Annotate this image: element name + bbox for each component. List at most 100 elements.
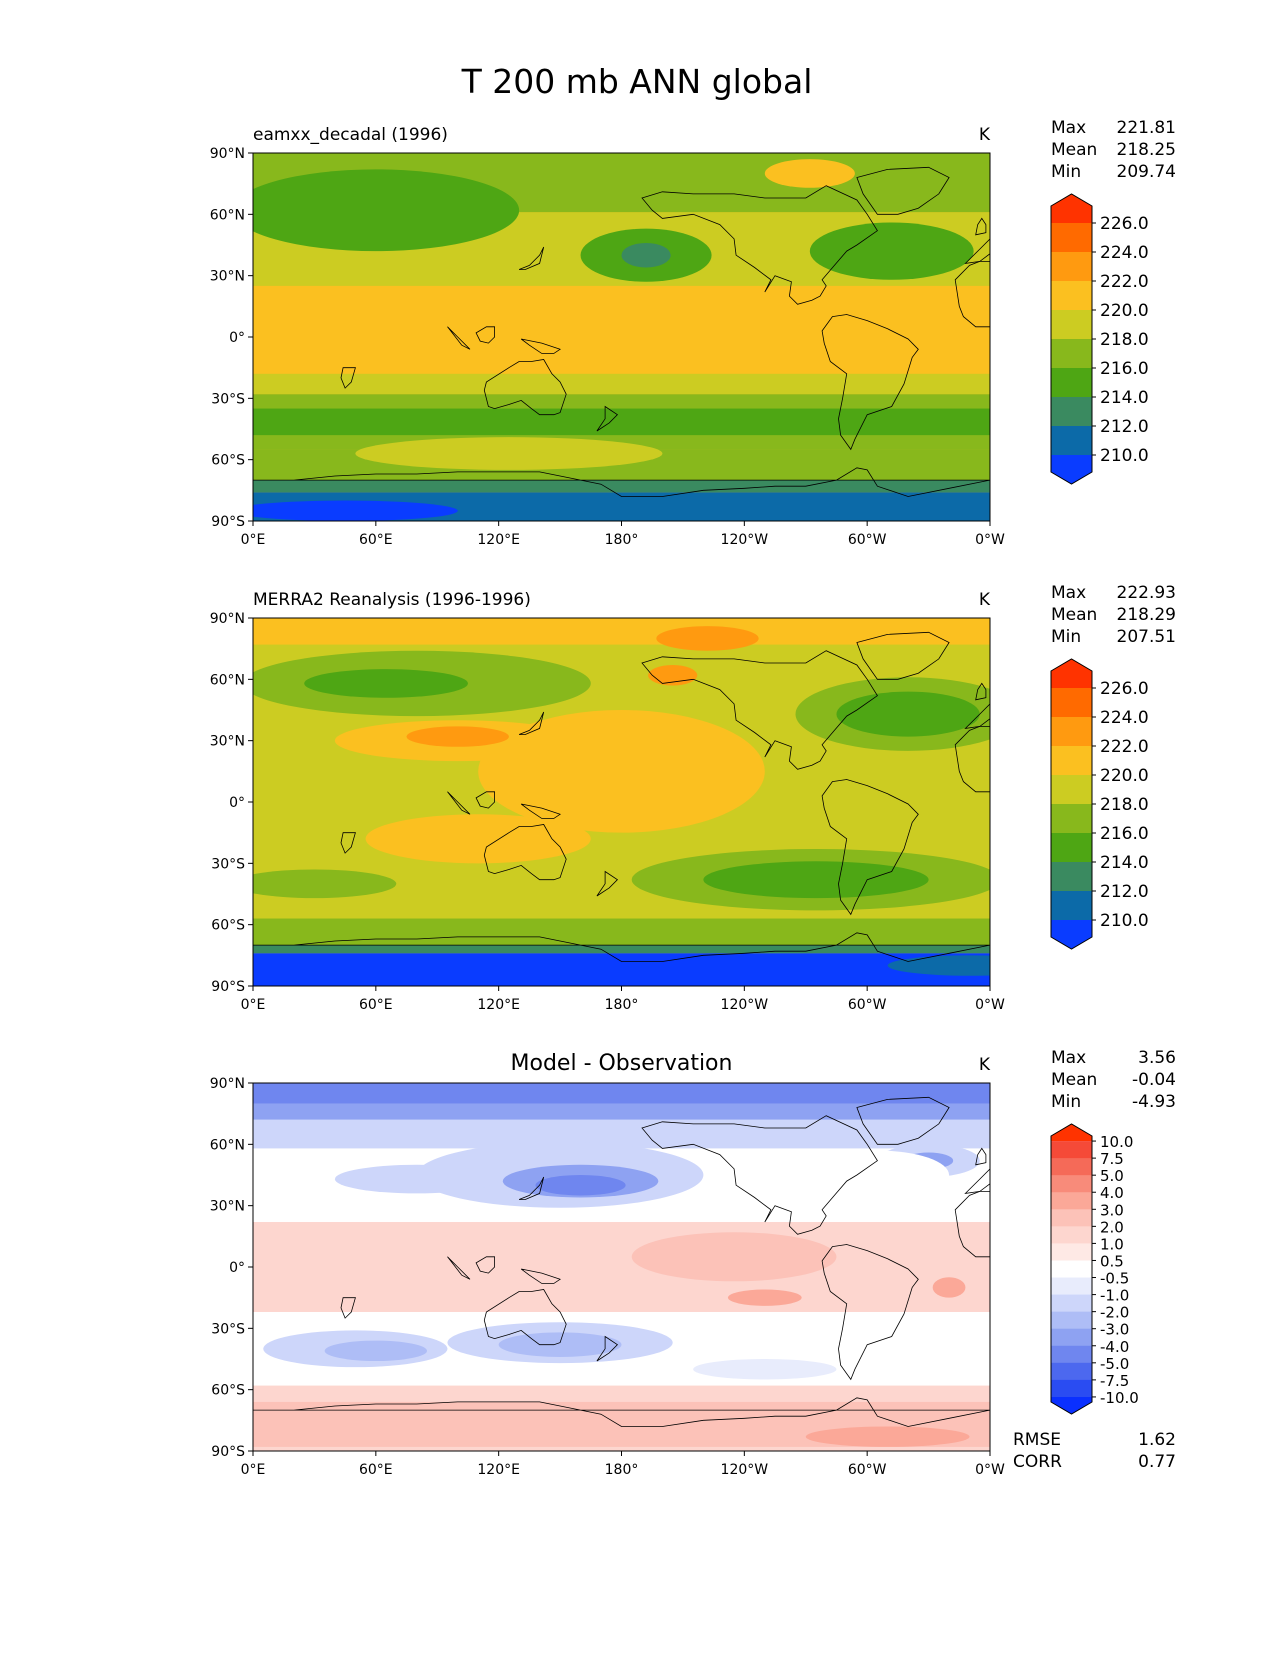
contour-region xyxy=(631,1232,837,1282)
coastline xyxy=(253,932,990,962)
colorbar-outline xyxy=(1050,193,1093,485)
contour-region xyxy=(693,1359,837,1380)
colorbar-label: 214.0 xyxy=(1100,388,1149,408)
colorbar-label: 7.5 xyxy=(1100,1150,1124,1168)
stat-value: 221.81 xyxy=(1117,118,1176,138)
coastline xyxy=(975,217,987,236)
lon-tick-label: 120°W xyxy=(721,997,769,1013)
colorbar: 226.0 224.0 222.0 220.0 218.0 216.0 214.0 212.0… xyxy=(1050,658,1149,950)
colorbar-swatch xyxy=(1051,891,1092,921)
colorbar-swatch xyxy=(1051,833,1092,863)
colorbar-label: 1.0 xyxy=(1100,1235,1124,1253)
contour-region xyxy=(535,1175,626,1196)
lon-tick-label: 120°E xyxy=(477,532,520,548)
colorbar-swatch xyxy=(1051,1141,1092,1159)
coastline xyxy=(483,359,567,416)
coastline xyxy=(518,246,545,270)
colorbar-swatch xyxy=(1051,1260,1092,1279)
lat-tick-label: 90°N xyxy=(210,146,245,162)
colorbar-swatch xyxy=(1051,1328,1092,1347)
lat-tick-label: 30°N xyxy=(210,1199,245,1215)
contour-band xyxy=(253,408,990,436)
coastline xyxy=(641,650,878,770)
colorbar: 226.0 224.0 222.0 220.0 218.0 216.0 214.0 212.0… xyxy=(1050,193,1149,485)
lat-tick-label: 60°N xyxy=(210,672,245,688)
colorbar-label: -1.0 xyxy=(1100,1287,1129,1305)
stat-label: Max xyxy=(1051,583,1086,603)
colorbar-swatch xyxy=(1051,1294,1092,1313)
lon-tick-label: 120°E xyxy=(477,997,520,1013)
units-label: K xyxy=(979,125,991,145)
contour-region xyxy=(406,726,509,747)
colorbar-label: -3.0 xyxy=(1100,1321,1129,1339)
colorbar-swatch xyxy=(1051,1311,1092,1330)
lat-tick-label: 0° xyxy=(229,795,245,811)
colorbar-label: -7.5 xyxy=(1100,1372,1129,1390)
panel-1: 90°N 60°N 30°N 0° 30°S 60°S 90°S 0°E 60°E 120°E 18… xyxy=(210,118,1176,548)
stat-label: Min xyxy=(1051,1092,1081,1112)
contour-region xyxy=(932,1277,966,1298)
colorbar-swatch xyxy=(1051,804,1092,834)
colorbar-label: -5.0 xyxy=(1100,1355,1129,1373)
contour-band xyxy=(253,1222,990,1312)
lat-tick-label: 60°S xyxy=(211,453,245,469)
colorbar-swatch xyxy=(1051,1396,1092,1414)
coastline xyxy=(340,832,356,854)
colorbar-swatch xyxy=(1051,920,1092,949)
colorbar-label: 5.0 xyxy=(1100,1167,1124,1185)
colorbar-swatch xyxy=(1051,746,1092,776)
colorbar-label: 212.0 xyxy=(1100,882,1149,902)
colorbar-label: 216.0 xyxy=(1100,824,1149,844)
coastline xyxy=(340,367,356,389)
colorbar-swatch xyxy=(1051,1362,1092,1381)
lon-tick-label: 0°W xyxy=(975,997,1005,1013)
contour-region xyxy=(365,814,591,864)
contour-band xyxy=(253,945,990,954)
stat-extra-label: RMSE xyxy=(1013,1430,1061,1450)
colorbar-swatch xyxy=(1051,455,1092,484)
colorbar-swatch xyxy=(1051,368,1092,398)
lon-tick-label: 60°W xyxy=(848,532,887,548)
coastline xyxy=(475,326,495,344)
colorbar: 10.07.55.04.03.02.01.00.5-0.5-1.0-2.0-3.… xyxy=(1050,1123,1139,1415)
map-area xyxy=(253,1083,990,1451)
colorbar-swatch xyxy=(1051,1124,1092,1142)
lon-tick-label: 180° xyxy=(605,532,639,548)
lat-tick-label: 90°N xyxy=(210,611,245,627)
lon-tick-label: 180° xyxy=(605,997,639,1013)
contour-region xyxy=(727,1289,802,1306)
units-label: K xyxy=(979,1055,991,1075)
coastline xyxy=(856,631,950,680)
coastline xyxy=(253,1397,990,1427)
lat-tick-label: 0° xyxy=(229,330,245,346)
lon-tick-label: 60°E xyxy=(359,532,393,548)
coastline xyxy=(447,1256,471,1280)
coastline xyxy=(475,1256,495,1274)
colorbar-swatch xyxy=(1051,1158,1092,1176)
lon-tick-label: 60°E xyxy=(359,997,393,1013)
colorbar-swatch xyxy=(1051,1345,1092,1364)
contour-region xyxy=(355,437,663,470)
colorbar-swatch xyxy=(1051,194,1092,223)
contour-region xyxy=(304,669,468,698)
contour-region xyxy=(703,861,929,899)
colorbar-label: 2.0 xyxy=(1100,1218,1124,1236)
stat-label: Mean xyxy=(1051,605,1097,625)
colorbar-label: 218.0 xyxy=(1100,330,1149,350)
contour-band xyxy=(253,918,990,946)
lon-tick-label: 0°W xyxy=(975,1462,1005,1478)
colorbar-swatch xyxy=(1051,252,1092,282)
colorbar-swatch xyxy=(1051,862,1092,892)
figure-title: T 200 mb ANN global xyxy=(461,62,813,101)
colorbar-label: 226.0 xyxy=(1100,679,1149,699)
contour-region xyxy=(805,1426,970,1447)
coastline xyxy=(975,682,987,701)
contour-region xyxy=(656,626,759,651)
contour-region xyxy=(621,242,671,268)
colorbar-label: 210.0 xyxy=(1100,446,1149,466)
colorbar-label: 210.0 xyxy=(1100,911,1149,931)
stat-label: Max xyxy=(1051,1048,1086,1068)
colorbar-swatch xyxy=(1051,1209,1092,1227)
contour-band xyxy=(253,480,990,493)
coastline xyxy=(641,1115,878,1235)
